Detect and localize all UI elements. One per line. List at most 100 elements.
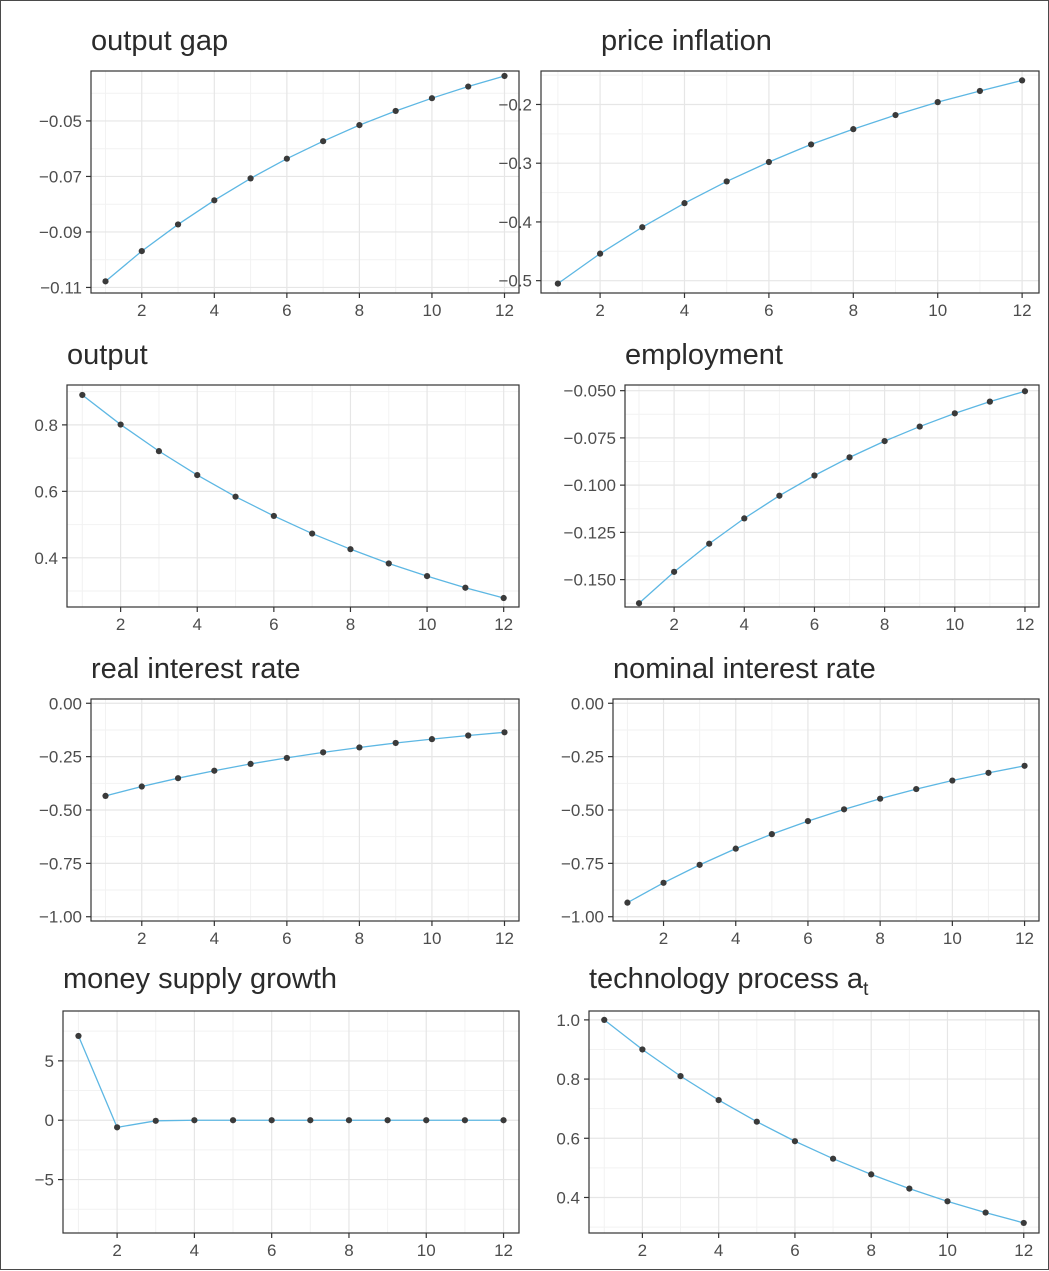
data-point [811, 472, 818, 479]
data-point [229, 1117, 237, 1124]
series-line [638, 390, 1026, 604]
data-point [951, 410, 958, 417]
data-point [501, 729, 508, 736]
data-point [986, 398, 993, 405]
x-tick-label: 10 [928, 301, 947, 320]
data-point [596, 250, 604, 257]
panel-title-text: real interest rate [91, 653, 301, 685]
y-tick-label: 0.00 [571, 694, 604, 713]
x-tick-label: 8 [355, 301, 364, 320]
x-tick-label: 2 [112, 1241, 121, 1260]
y-tick-label: −0.075 [564, 429, 616, 448]
data-point [392, 739, 399, 747]
y-tick-label: −0.09 [39, 223, 82, 242]
panel-title-text: output [67, 339, 148, 371]
panel-title-text: price inflation [601, 25, 772, 57]
x-tick-label: 4 [731, 929, 740, 948]
data-point [356, 122, 363, 129]
x-tick-label: 4 [193, 615, 202, 634]
x-tick-label: 2 [638, 1241, 647, 1260]
data-point [384, 1117, 391, 1124]
data-point [624, 899, 631, 906]
plot-area [91, 71, 519, 293]
panel-title-subscript: t [863, 978, 869, 1000]
data-point [768, 831, 775, 838]
data-point [138, 783, 145, 790]
data-point [385, 560, 392, 567]
x-tick-label: 6 [764, 301, 773, 320]
x-tick-label: 6 [269, 615, 278, 634]
x-tick-label: 12 [1016, 615, 1035, 634]
data-point [677, 1073, 684, 1080]
data-point [808, 141, 815, 148]
data-point [949, 777, 956, 784]
x-tick-label: 2 [595, 301, 604, 320]
y-tick-label: −1.00 [39, 908, 82, 927]
panel-title-text: employment [625, 339, 783, 371]
data-point [934, 99, 941, 106]
y-tick-label: −0.25 [561, 748, 604, 767]
x-tick-label: 6 [282, 301, 291, 320]
x-tick-label: 12 [494, 615, 513, 634]
data-point [428, 736, 436, 743]
x-tick-label: 2 [669, 615, 678, 634]
x-tick-label: 6 [282, 929, 291, 948]
data-point [320, 138, 327, 145]
x-tick-label: 10 [943, 929, 962, 948]
y-tick-label: −0.50 [39, 801, 82, 820]
panel-title-text: technology process a [589, 963, 864, 995]
x-tick-label: 8 [344, 1241, 353, 1260]
x-tick-label: 10 [418, 615, 437, 634]
data-point [174, 775, 182, 782]
x-tick-label: 4 [190, 1241, 199, 1260]
data-point [982, 1209, 989, 1216]
y-tick-label: 0.8 [556, 1070, 580, 1089]
y-tick-label: 0 [45, 1111, 54, 1130]
panel-title: price inflation [601, 25, 772, 58]
data-point [138, 247, 145, 255]
y-tick-label: −0.2 [498, 95, 532, 114]
x-tick-label: 8 [849, 301, 858, 320]
data-point [423, 1117, 430, 1124]
data-point [868, 1171, 875, 1178]
x-tick-label: 10 [422, 301, 441, 320]
data-point [1021, 762, 1028, 769]
plot-area [67, 385, 519, 607]
panel-title-text: nominal interest rate [613, 653, 876, 685]
y-tick-label: 0.8 [34, 416, 58, 435]
x-tick-label: 4 [680, 301, 689, 320]
y-tick-label: −0.5 [498, 272, 532, 291]
data-point [320, 749, 327, 756]
data-point [232, 493, 239, 500]
y-tick-label: −0.100 [564, 476, 616, 495]
y-tick-label: −0.125 [564, 523, 616, 542]
x-tick-label: 4 [210, 301, 219, 320]
data-point [732, 845, 739, 852]
panel-border [624, 384, 1040, 608]
data-point [501, 72, 508, 80]
y-tick-label: −0.11 [40, 278, 82, 297]
data-point [706, 540, 713, 547]
x-tick-label: 12 [1014, 1241, 1033, 1260]
data-point [194, 471, 201, 479]
data-point [681, 200, 688, 207]
x-tick-label: 2 [659, 929, 668, 948]
x-tick-label: 8 [875, 929, 884, 948]
data-point [356, 744, 363, 751]
data-point [79, 391, 86, 399]
y-tick-label: −0.050 [564, 382, 616, 401]
data-point [944, 1198, 951, 1205]
x-tick-label: 2 [137, 301, 146, 320]
y-tick-label: −0.75 [39, 854, 82, 873]
y-tick-label: 1.0 [556, 1011, 580, 1030]
data-point [247, 760, 254, 767]
data-point [117, 421, 124, 428]
data-point [283, 754, 290, 762]
data-point [723, 178, 730, 185]
y-tick-label: −0.25 [39, 748, 82, 767]
x-tick-label: 10 [945, 615, 964, 634]
data-point [465, 732, 472, 739]
panel-title: real interest rate [91, 653, 301, 686]
